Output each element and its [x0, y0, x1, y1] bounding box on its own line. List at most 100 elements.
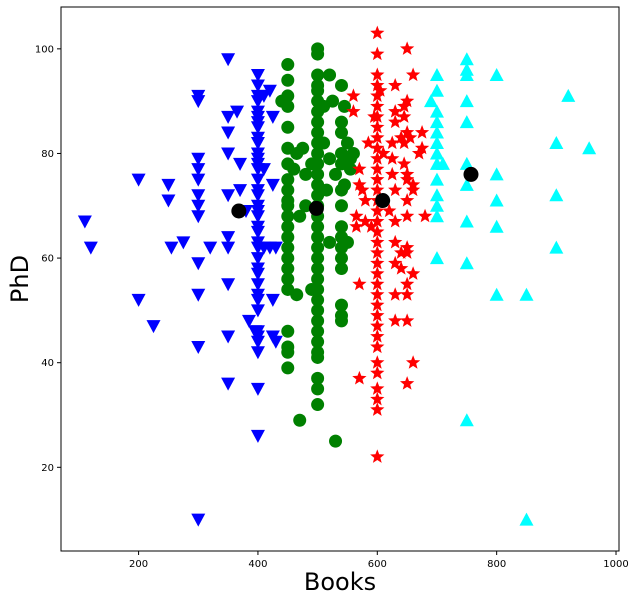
plot-frame [60, 6, 620, 552]
data-point-s0-2 [131, 173, 146, 187]
data-point-s2-40 [370, 318, 385, 333]
data-point-s2-68 [397, 109, 412, 123]
data-point-s2-32 [370, 234, 385, 249]
data-point-s1-62 [311, 335, 325, 349]
data-point-s0-8 [176, 236, 191, 250]
data-point-s2-92 [414, 140, 430, 155]
data-point-s2-3 [349, 219, 364, 233]
data-point-s3-23 [459, 256, 474, 270]
data-point-s2-71 [400, 41, 415, 55]
data-point-s2-14 [370, 25, 385, 40]
data-point-s1-77 [334, 78, 348, 92]
data-point-s2-57 [388, 114, 403, 129]
data-point-s2-77 [400, 208, 415, 223]
data-point-s2-56 [388, 104, 403, 118]
data-point-s0-25 [221, 147, 236, 161]
data-point-s1-23 [281, 361, 295, 375]
data-point-s3-18 [459, 94, 474, 108]
data-point-s2-1 [346, 104, 361, 118]
data-point-s1-38 [311, 84, 325, 98]
data-point-s0-7 [164, 241, 179, 255]
data-point-s0-72 [250, 346, 265, 360]
data-point-s3-14 [435, 156, 450, 170]
data-point-s1-13 [281, 220, 295, 234]
data-point-s1-79 [334, 126, 348, 140]
data-point-s2-37 [370, 287, 385, 301]
data-point-s2-58 [388, 182, 403, 197]
data-point-s0-82 [265, 293, 280, 307]
data-point-s2-9 [358, 193, 373, 207]
data-point-s3-34 [549, 240, 564, 254]
data-point-s0-26 [221, 189, 236, 203]
data-point-s2-73 [400, 125, 415, 139]
data-point-s1-64 [311, 350, 325, 364]
data-point-s0-41 [250, 95, 265, 109]
data-point-s1-89 [334, 298, 348, 312]
data-point-s3-26 [489, 167, 504, 181]
data-point-s3-31 [519, 512, 534, 526]
y-tick-label-60: 60 [41, 254, 54, 265]
data-point-s3-7 [429, 146, 444, 160]
data-point-s1-65 [311, 371, 325, 385]
data-point-s2-12 [364, 219, 379, 233]
data-point-s1-57 [311, 282, 325, 296]
centroid-point-s4-2 [375, 193, 391, 209]
data-point-s1-14 [281, 230, 295, 244]
data-point-s2-81 [400, 287, 415, 301]
data-point-s0-75 [256, 89, 271, 103]
data-point-s0-65 [250, 278, 265, 292]
data-point-s2-87 [405, 182, 421, 197]
data-point-s1-83 [334, 199, 348, 213]
data-point-s2-39 [370, 308, 385, 322]
data-point-s2-65 [394, 245, 409, 259]
data-point-s2-93 [417, 208, 433, 223]
data-point-s3-29 [489, 287, 504, 301]
data-point-s3-33 [549, 188, 564, 202]
data-point-s0-18 [191, 288, 206, 302]
data-point-s2-41 [370, 329, 385, 343]
data-point-s2-51 [382, 203, 397, 218]
data-point-s2-89 [405, 355, 421, 369]
data-point-s0-68 [250, 304, 265, 318]
data-point-s3-4 [429, 115, 444, 129]
data-point-s0-34 [233, 184, 248, 198]
data-point-s1-55 [311, 262, 325, 276]
data-point-s0-20 [191, 513, 206, 527]
data-point-s1-8 [281, 173, 295, 187]
data-point-s2-70 [397, 156, 412, 170]
data-point-s1-26 [290, 288, 304, 302]
data-point-s1-3 [281, 89, 295, 103]
data-point-s3-3 [429, 104, 444, 118]
data-point-s1-46 [311, 167, 325, 181]
data-point-s1-69 [317, 136, 331, 150]
data-point-s1-22 [281, 345, 295, 359]
data-point-s0-84 [268, 241, 283, 255]
data-point-s1-15 [281, 241, 295, 255]
data-point-s0-33 [233, 157, 248, 171]
data-point-s1-53 [311, 241, 325, 255]
data-point-s2-42 [370, 339, 385, 354]
data-point-s2-47 [370, 402, 385, 416]
x-tick-label-200: 200 [129, 559, 148, 570]
data-point-s1-5 [281, 120, 295, 134]
x-axis-label: Books [304, 568, 376, 596]
data-point-s1-78 [334, 115, 348, 129]
data-point-s2-83 [400, 376, 415, 390]
data-point-s2-26 [370, 172, 385, 186]
points-layer [77, 25, 597, 527]
data-point-s2-55 [388, 77, 403, 92]
data-point-s0-78 [262, 84, 277, 98]
data-point-s2-53 [385, 151, 400, 165]
data-point-s2-79 [400, 245, 415, 259]
data-point-s0-17 [191, 257, 206, 271]
data-point-s1-67 [311, 398, 325, 412]
data-point-s2-10 [358, 213, 373, 228]
data-point-s0-11 [191, 152, 206, 166]
data-point-s0-64 [250, 267, 265, 281]
data-point-s1-12 [281, 209, 295, 223]
data-point-s3-36 [582, 141, 597, 155]
data-point-s0-39 [250, 79, 265, 93]
data-point-s0-5 [161, 178, 176, 192]
data-point-s0-13 [191, 173, 206, 187]
data-point-s1-1 [281, 58, 295, 72]
